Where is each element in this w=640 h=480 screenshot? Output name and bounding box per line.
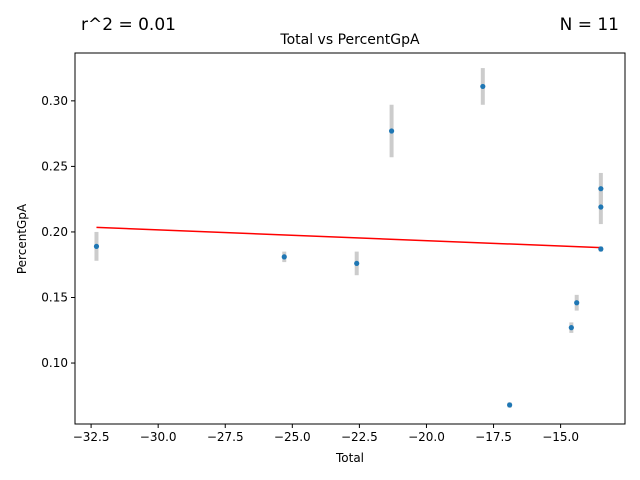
- x-tick-label: −15.0: [542, 430, 579, 444]
- r-squared-annotation: r^2 = 0.01: [81, 15, 176, 35]
- data-point-6: [568, 325, 574, 331]
- x-tick-label: −32.5: [73, 430, 110, 444]
- y-tick-label: 0.20: [41, 225, 68, 239]
- sample-size-annotation: N = 11: [560, 15, 619, 35]
- data-point-2: [354, 260, 360, 267]
- chart-title: Total vs PercentGpA: [279, 32, 420, 48]
- x-tick-label: −22.5: [341, 430, 378, 444]
- data-point-9: [598, 204, 604, 210]
- fit-line-group: [96, 226, 601, 249]
- x-tick-label: −30.0: [140, 430, 177, 444]
- data-point-4: [480, 83, 486, 90]
- data-point-8: [598, 186, 604, 192]
- y-tick-label: 0.10: [41, 356, 68, 370]
- plot-frame: [74, 52, 626, 425]
- fit-line: [96, 226, 601, 249]
- y-tick-label: 0.25: [41, 159, 68, 173]
- x-tick-label: −17.5: [475, 430, 512, 444]
- data-point-7: [574, 300, 580, 306]
- data-point-10: [598, 246, 604, 252]
- data-points: [93, 83, 604, 408]
- x-axis-ticks: −32.5 −30.0 −27.5 −25.0 −22.5 −20.0 −17.5 −15.0: [73, 424, 579, 444]
- x-tick-label: −25.0: [274, 430, 311, 444]
- y-tick-label: 0.15: [41, 290, 68, 304]
- y-tick-label: 0.30: [41, 94, 68, 108]
- data-point-0: [93, 243, 100, 249]
- x-tick-label: −20.0: [408, 430, 445, 444]
- data-point-1: [281, 254, 287, 260]
- x-axis-label: Total: [335, 451, 364, 465]
- x-tick-label: −27.5: [207, 430, 244, 444]
- y-axis-label: PercentGpA: [15, 203, 29, 274]
- data-point-3: [388, 128, 395, 134]
- y-axis-ticks: 0.10 0.15 0.20 0.25 0.30: [41, 94, 75, 370]
- data-point-5: [507, 402, 513, 408]
